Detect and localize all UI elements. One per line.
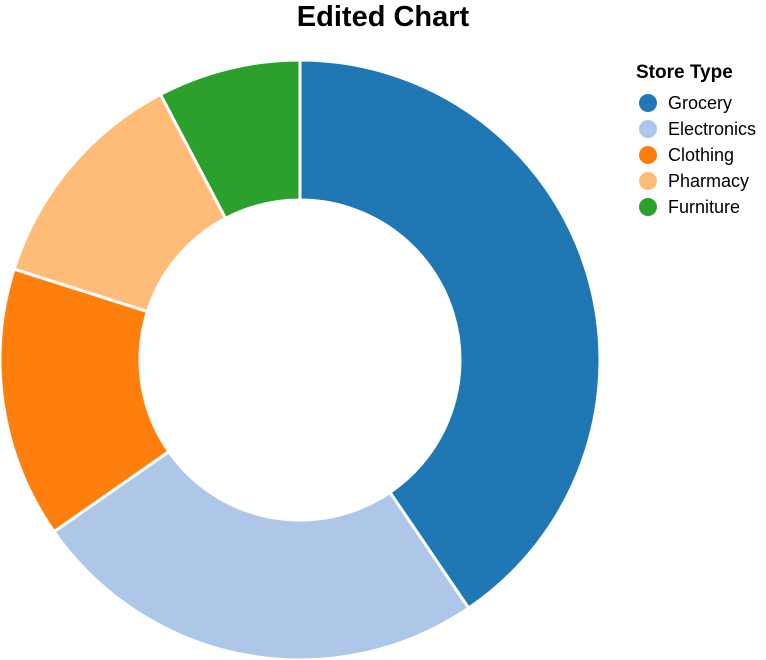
slice-pharmacy	[12, 92, 228, 314]
legend-label-electronics: Electronics	[668, 119, 756, 139]
legend-label-clothing: Clothing	[668, 145, 734, 165]
chart-title: Edited Chart	[297, 1, 470, 33]
legend-items: Grocery Electronics Clothing Pharmacy Furnit…	[639, 93, 756, 217]
legend-title: Store Type	[636, 62, 733, 83]
legend-item-pharmacy: Pharmacy	[639, 171, 749, 191]
legend-swatch-furniture	[639, 198, 657, 216]
legend-item-furniture: Furniture	[639, 197, 740, 217]
slice-electronics	[52, 450, 471, 660]
slice-furniture	[158, 58, 302, 220]
legend-item-electronics: Electronics	[639, 119, 756, 139]
slice-clothing	[0, 267, 171, 534]
legend-swatch-pharmacy	[639, 172, 657, 190]
legend-swatch-clothing	[639, 146, 657, 164]
legend-swatch-electronics	[639, 120, 657, 138]
donut-slices	[0, 58, 602, 660]
legend-label-grocery: Grocery	[668, 93, 732, 113]
slice-grocery	[298, 58, 602, 610]
legend-item-clothing: Clothing	[639, 145, 734, 165]
legend-item-grocery: Grocery	[639, 93, 732, 113]
legend-label-furniture: Furniture	[668, 197, 740, 217]
legend-label-pharmacy: Pharmacy	[668, 171, 749, 191]
legend-swatch-grocery	[639, 94, 657, 112]
legend: Store Type Grocery Electronics Clothing Pha…	[636, 62, 756, 217]
